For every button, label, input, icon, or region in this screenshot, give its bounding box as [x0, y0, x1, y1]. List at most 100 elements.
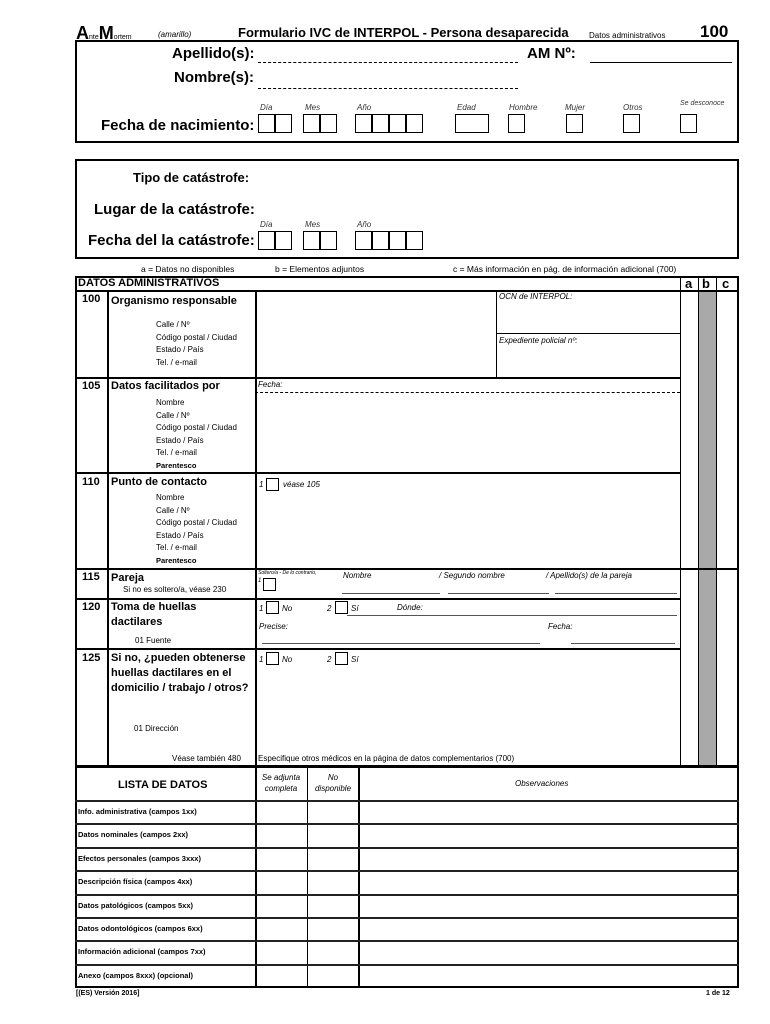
- field-number: 115: [82, 571, 100, 583]
- date-label[interactable]: Fecha:: [258, 380, 283, 389]
- observations-cell[interactable]: [358, 942, 738, 963]
- dd-year-1[interactable]: [355, 231, 372, 250]
- obtain-no-checkbox[interactable]: [266, 652, 279, 665]
- dd-year-4[interactable]: [406, 231, 423, 250]
- observations-cell[interactable]: [358, 825, 738, 846]
- data-list-row-label: Datos odontológicos (campos 6xx): [78, 924, 203, 933]
- unavailable-cell[interactable]: [307, 849, 358, 870]
- observations-cell[interactable]: [358, 802, 738, 823]
- dob-day-2[interactable]: [275, 114, 292, 133]
- obtain-yes-checkbox[interactable]: [335, 652, 348, 665]
- dd-month-1[interactable]: [303, 231, 320, 250]
- field-label: Organismo responsable: [111, 295, 237, 307]
- disaster-place-label: Lugar de la catástrofe:: [94, 201, 255, 218]
- unavailable-cell[interactable]: [307, 825, 358, 846]
- other-label: Otros: [623, 103, 643, 112]
- dd-year-3[interactable]: [389, 231, 406, 250]
- dob-year-2[interactable]: [372, 114, 389, 133]
- dd-year-2[interactable]: [372, 231, 389, 250]
- dob-day-1[interactable]: [258, 114, 275, 133]
- divider: [75, 800, 739, 802]
- surname-field[interactable]: [258, 62, 518, 63]
- divider: [358, 766, 360, 987]
- relationship-label: Parentesco: [156, 460, 197, 470]
- day-label: Día: [260, 220, 273, 229]
- where-underline[interactable]: [347, 615, 677, 616]
- observations-cell[interactable]: [358, 919, 738, 940]
- disaster-box: [75, 159, 739, 259]
- unavailable-cell[interactable]: [307, 942, 358, 963]
- partner-second-name-field[interactable]: [448, 593, 549, 594]
- option-number: 1: [259, 655, 264, 664]
- f100-sub: Calle / Nº Código postal / Ciudad Estado…: [156, 319, 237, 369]
- admin-title: DATOS ADMINISTRATIVOS: [78, 277, 220, 289]
- female-checkbox[interactable]: [566, 114, 583, 133]
- option-number: 2: [327, 655, 332, 664]
- dob-year-4[interactable]: [406, 114, 423, 133]
- fingerprints-no-checkbox[interactable]: [266, 601, 279, 614]
- male-label: Hombre: [509, 103, 538, 112]
- attached-cell[interactable]: [255, 872, 307, 893]
- specify-label: Precise:: [259, 622, 288, 631]
- fingerprints-yes-checkbox[interactable]: [335, 601, 348, 614]
- am-number-field[interactable]: [590, 62, 732, 63]
- data-list-title: LISTA DE DATOS: [118, 779, 208, 791]
- dob-year-1[interactable]: [355, 114, 372, 133]
- divider: [75, 917, 739, 919]
- observations-cell[interactable]: [358, 896, 738, 917]
- attached-cell[interactable]: [255, 966, 307, 987]
- date-label: Fecha:: [548, 622, 573, 631]
- divider: [307, 766, 308, 987]
- age-field[interactable]: [455, 114, 489, 133]
- option-number: 1: [258, 578, 262, 584]
- dd-month-2[interactable]: [320, 231, 337, 250]
- attached-cell[interactable]: [255, 849, 307, 870]
- observations-cell[interactable]: [358, 966, 738, 987]
- sub-label: Tel. / e-mail: [156, 357, 197, 367]
- field-number: 120: [82, 601, 101, 613]
- divider: [75, 846, 739, 849]
- dob-month-2[interactable]: [320, 114, 337, 133]
- observations-cell[interactable]: [358, 872, 738, 893]
- data-list-table: [75, 766, 739, 988]
- dd-day-1[interactable]: [258, 231, 275, 250]
- dd-day-2[interactable]: [275, 231, 292, 250]
- date-field[interactable]: [571, 643, 675, 644]
- divider: [75, 377, 680, 379]
- unavailable-cell[interactable]: [307, 872, 358, 893]
- field-label: Pareja: [111, 572, 145, 584]
- logo: AnteMortem: [76, 23, 132, 43]
- unknown-checkbox[interactable]: [680, 114, 697, 133]
- attached-cell[interactable]: [255, 896, 307, 917]
- other-checkbox[interactable]: [623, 114, 640, 133]
- unavailable-cell[interactable]: [307, 919, 358, 940]
- specify-field[interactable]: [262, 643, 540, 644]
- attached-cell[interactable]: [255, 942, 307, 963]
- divider: [698, 276, 699, 766]
- name-field[interactable]: [258, 88, 518, 89]
- unavailable-cell[interactable]: [307, 802, 358, 823]
- attached-cell[interactable]: [255, 802, 307, 823]
- male-checkbox[interactable]: [508, 114, 525, 133]
- divider: [107, 290, 109, 766]
- see-also-label: Véase también 480: [172, 754, 241, 763]
- unavailable-cell[interactable]: [307, 966, 358, 987]
- single-checkbox[interactable]: [263, 578, 276, 591]
- unavailable-cell[interactable]: [307, 896, 358, 917]
- observations-cell[interactable]: [358, 849, 738, 870]
- divider: [75, 290, 739, 292]
- police-file-label[interactable]: Expediente policial nº:: [499, 336, 578, 345]
- attached-cell[interactable]: [255, 919, 307, 940]
- divider: [496, 333, 680, 334]
- ocn-label[interactable]: OCN de INTERPOL:: [499, 292, 573, 301]
- form-title: Formulario IVC de INTERPOL - Persona des…: [238, 25, 569, 40]
- dob-month-1[interactable]: [303, 114, 320, 133]
- surname-label: Apellido(s):: [172, 45, 255, 62]
- dob-year-3[interactable]: [389, 114, 406, 133]
- partner-surname-field[interactable]: [555, 593, 677, 594]
- attached-cell[interactable]: [255, 825, 307, 846]
- partner-name-field[interactable]: [342, 593, 440, 594]
- see-105-checkbox[interactable]: [266, 478, 279, 491]
- unknown-label: Se desconoce: [680, 100, 725, 107]
- version-label: [(ES) Versión 2016]: [76, 990, 140, 997]
